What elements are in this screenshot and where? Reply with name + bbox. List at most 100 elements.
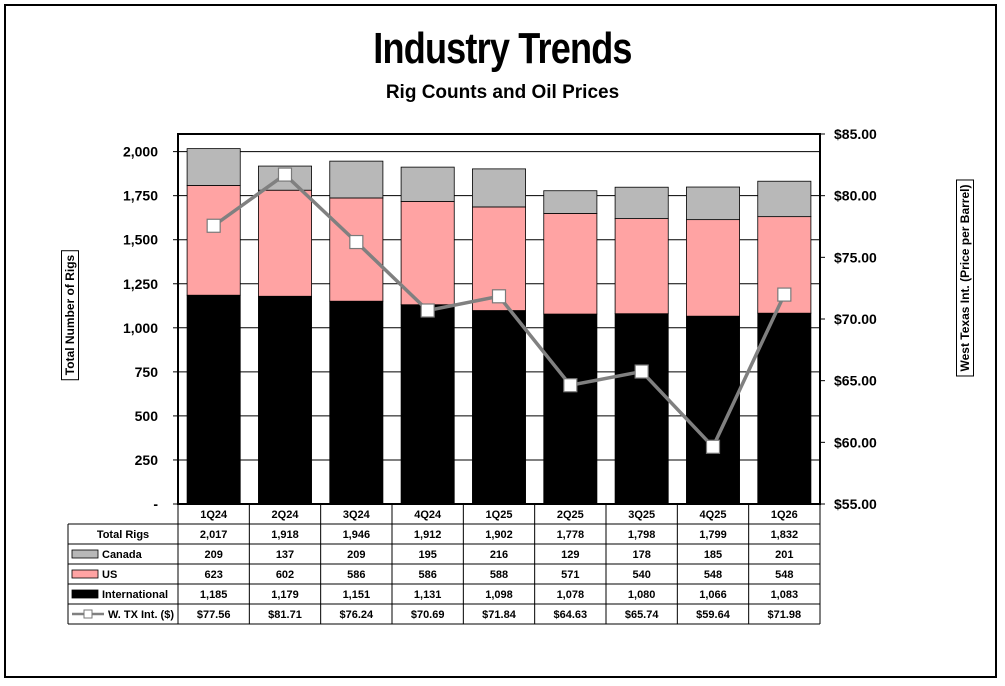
table-cell-total: 2,017 (200, 529, 228, 541)
table-cell: 216 (490, 549, 508, 561)
bar-international-3q24 (329, 300, 384, 505)
bar-us-2q25 (543, 213, 598, 315)
table-cell: 185 (704, 549, 722, 561)
chart-title: Industry Trends (373, 24, 632, 73)
table-cell-total: 1,912 (414, 529, 442, 541)
table-cell: 178 (632, 549, 650, 561)
wti-point-1q26 (777, 287, 792, 302)
table-cell: $59.64 (696, 609, 731, 621)
wti-point-3q25 (634, 364, 649, 379)
table-cell-total: 1,946 (343, 529, 371, 541)
y-tick-label: 1,500 (123, 232, 158, 248)
table-cell: 623 (204, 569, 222, 581)
legend-key-canada (71, 549, 99, 559)
x-tick-label: 3Q24 (343, 509, 371, 521)
legend-key-us (71, 569, 99, 579)
table-cell-total: 1,902 (485, 529, 513, 541)
x-tick-label: 2Q24 (272, 509, 300, 521)
bar-us-3q25 (614, 218, 669, 315)
x-tick-label: 4Q25 (700, 509, 727, 521)
table-cell: 129 (561, 549, 579, 561)
bar-canada-1q25 (472, 168, 526, 208)
table-cell: 201 (775, 549, 793, 561)
bar-us-2q24 (258, 189, 312, 297)
y2-tick-label: $80.00 (834, 188, 877, 204)
y-tick-label: 1,250 (123, 276, 158, 292)
y2-tick-label: $55.00 (834, 496, 877, 512)
table-cell: 586 (418, 569, 436, 581)
bar-international-3q25 (614, 313, 669, 505)
y-tick-label: 750 (135, 364, 159, 380)
table-cell: 588 (490, 569, 508, 581)
bar-canada-4q24 (400, 166, 455, 202)
x-tick-label: 1Q24 (200, 509, 228, 521)
x-tick-label: 1Q26 (771, 509, 798, 521)
table-row-label: Canada (102, 549, 143, 561)
table-row-label: W. TX Int. ($) (108, 609, 174, 621)
table-cell: 571 (561, 569, 579, 581)
table-cell: 1,131 (414, 589, 442, 601)
table-cell: 1,083 (771, 589, 799, 601)
table-cell: $65.74 (625, 609, 660, 621)
y-tick-label: - (153, 496, 158, 512)
table-cell: 540 (632, 569, 650, 581)
table-cell: $64.63 (554, 609, 588, 621)
table-cell: 1,078 (557, 589, 585, 601)
bar-canada-4q25 (686, 186, 740, 221)
table-cell: 209 (347, 549, 365, 561)
table-cell: 586 (347, 569, 365, 581)
table-cell: $81.71 (268, 609, 302, 621)
bar-international-2q24 (258, 295, 312, 505)
table-cell: $70.69 (411, 609, 445, 621)
table-cell: $71.98 (768, 609, 802, 621)
table-cell: 1,151 (343, 589, 371, 601)
table-cell: $71.84 (482, 609, 517, 621)
wti-point-2q24 (277, 167, 293, 182)
wti-point-4q24 (420, 303, 435, 318)
wti-point-4q25 (705, 439, 721, 454)
legend-key-international (71, 589, 99, 599)
bar-international-2q25 (543, 313, 598, 505)
wti-point-1q24 (206, 218, 221, 233)
y2-tick-label: $70.00 (834, 311, 877, 327)
bar-us-4q25 (686, 219, 740, 317)
bar-canada-3q25 (614, 186, 669, 219)
x-tick-label: 4Q24 (414, 509, 442, 521)
bar-canada-3q24 (329, 160, 384, 199)
table-cell-total: 1,918 (271, 529, 299, 541)
table-row-label-total: Total Rigs (97, 529, 149, 541)
y2-tick-label: $85.00 (834, 126, 877, 142)
table-cell: 1,080 (628, 589, 656, 601)
table-cell: $77.56 (197, 609, 231, 621)
y-tick-label: 1,750 (123, 188, 158, 204)
wti-point-2q25 (563, 378, 578, 393)
bar-international-1q26 (757, 312, 812, 505)
table-cell: 209 (204, 549, 222, 561)
table-cell: 1,185 (200, 589, 228, 601)
bar-us-1q26 (757, 216, 812, 314)
table-row-label: US (102, 569, 117, 581)
y2-tick-label: $75.00 (834, 249, 877, 265)
table-cell-total: 1,778 (557, 529, 585, 541)
bar-canada-1q24 (186, 148, 241, 186)
table-cell: $76.24 (340, 609, 375, 621)
table-cell: 1,098 (485, 589, 513, 601)
y-tick-label: 250 (135, 452, 159, 468)
table-row-label: International (102, 589, 168, 601)
table-cell: 602 (276, 569, 294, 581)
wti-point-3q24 (349, 234, 364, 250)
bar-international-4q24 (400, 304, 455, 505)
table-cell-total: 1,832 (771, 529, 799, 541)
wti-point-1q25 (491, 289, 507, 304)
y2-tick-label: $65.00 (834, 373, 877, 389)
y-tick-label: 500 (135, 408, 159, 424)
x-tick-label: 2Q25 (557, 509, 584, 521)
y-tick-label: 1,000 (123, 320, 158, 336)
bar-us-4q24 (400, 201, 455, 306)
table-cell: 548 (704, 569, 722, 581)
bar-canada-2q25 (543, 190, 598, 214)
bar-us-3q24 (329, 197, 384, 302)
table-cell-total: 1,799 (699, 529, 727, 541)
legend-key-marker (83, 609, 93, 619)
